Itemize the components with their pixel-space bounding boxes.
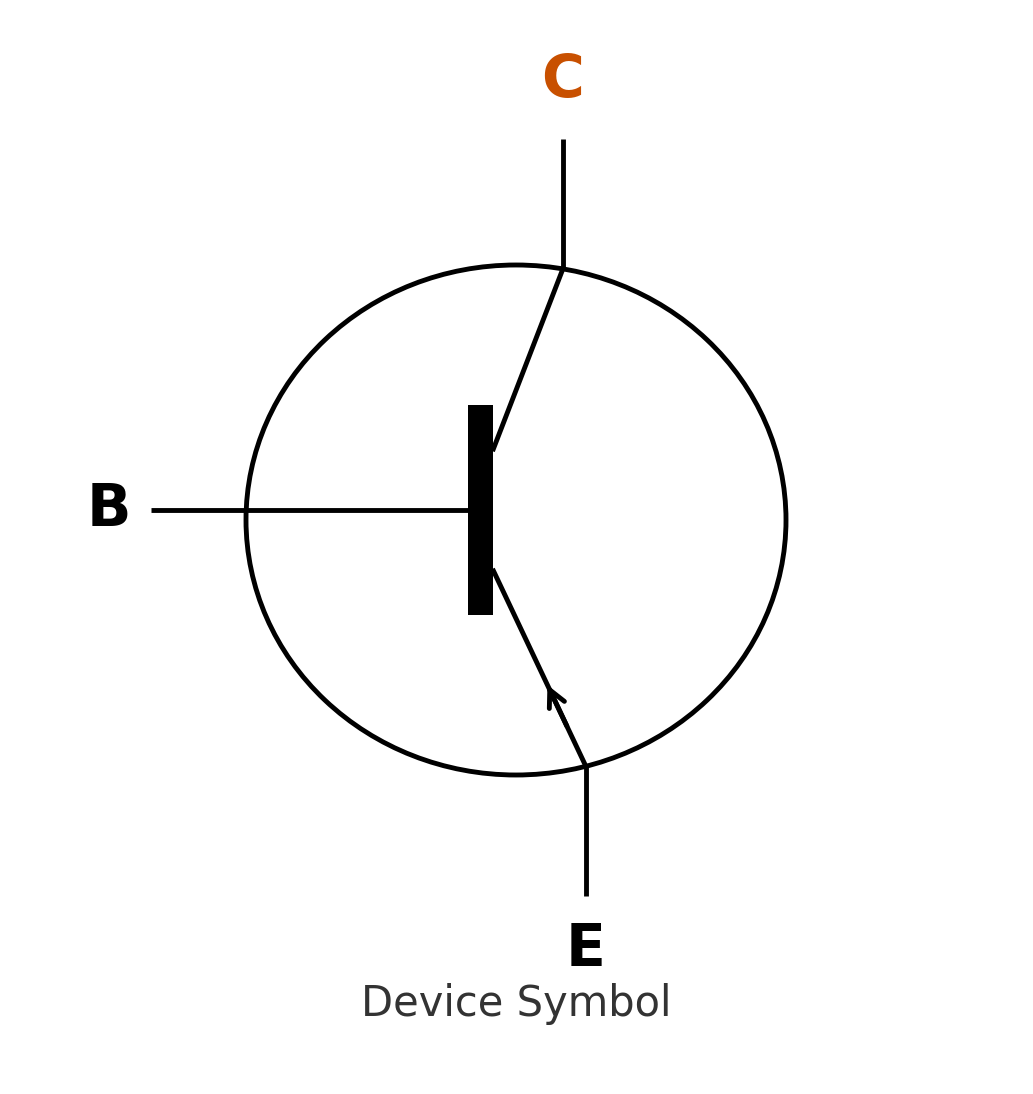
Text: E: E — [566, 921, 605, 978]
Text: C: C — [541, 51, 585, 109]
Text: B: B — [87, 481, 131, 538]
FancyBboxPatch shape — [468, 405, 493, 615]
Text: Device Symbol: Device Symbol — [362, 984, 671, 1025]
